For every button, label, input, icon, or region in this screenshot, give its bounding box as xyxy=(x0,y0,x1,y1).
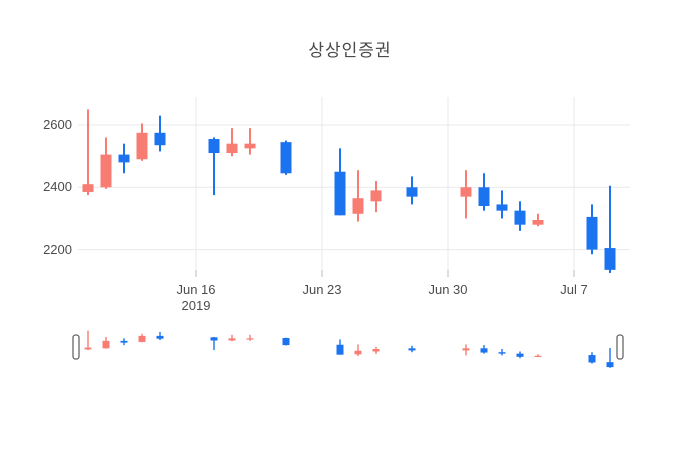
candle[interactable] xyxy=(118,154,130,163)
navigator-candle xyxy=(588,355,596,363)
candle[interactable] xyxy=(100,154,112,188)
navigator-candle xyxy=(120,340,128,343)
candle[interactable] xyxy=(460,187,472,197)
candle[interactable] xyxy=(370,190,382,202)
navigator-candle xyxy=(354,350,362,355)
x-axis-label: Jun 23 xyxy=(302,282,342,297)
navigator-candle xyxy=(138,335,146,342)
candle[interactable] xyxy=(154,132,166,146)
navigator-candle xyxy=(102,340,110,349)
range-slider-right-handle[interactable] xyxy=(616,334,624,360)
candle[interactable] xyxy=(334,171,346,216)
range-slider-track[interactable] xyxy=(73,328,625,368)
x-axis-year-label: 2019 xyxy=(181,298,211,313)
chart-title: 상상인증권 xyxy=(308,41,392,60)
navigator-candle xyxy=(408,348,416,351)
candle[interactable] xyxy=(586,216,598,250)
candle[interactable] xyxy=(82,184,94,192)
navigator-candle xyxy=(210,337,218,341)
candle[interactable] xyxy=(226,143,238,154)
candle[interactable] xyxy=(406,187,418,197)
navigator-candle xyxy=(480,348,488,353)
navigator-candle xyxy=(336,344,344,355)
navigator-candle xyxy=(606,362,614,368)
candle[interactable] xyxy=(244,143,256,149)
range-slider-left-handle[interactable] xyxy=(72,334,80,360)
x-axis-label: Jun 16 xyxy=(176,282,216,297)
candle[interactable] xyxy=(496,204,508,211)
y-axis-label: 2200 xyxy=(43,241,72,257)
navigator-candle xyxy=(372,349,380,352)
candle[interactable] xyxy=(280,142,292,174)
navigator-candle xyxy=(228,338,236,341)
x-axis-label: Jul 7 xyxy=(560,282,588,297)
candle[interactable] xyxy=(478,187,490,206)
candle[interactable] xyxy=(514,210,526,225)
navigator-candle xyxy=(534,355,542,357)
navigator-candle xyxy=(462,348,470,351)
navigator-candle xyxy=(246,338,254,340)
candle[interactable] xyxy=(136,132,148,160)
candle[interactable] xyxy=(604,248,616,270)
y-axis-label: 2400 xyxy=(43,179,72,195)
navigator-candle xyxy=(156,335,164,339)
y-axis-label: 2600 xyxy=(43,117,72,132)
navigator-candle xyxy=(84,347,92,350)
candle[interactable] xyxy=(532,220,544,225)
navigator-candle xyxy=(498,352,506,354)
candle[interactable] xyxy=(352,198,364,214)
navigator-candle xyxy=(516,353,524,357)
candle[interactable] xyxy=(208,139,220,154)
navigator-candle xyxy=(282,338,290,346)
x-axis-label: Jun 30 xyxy=(428,282,468,297)
